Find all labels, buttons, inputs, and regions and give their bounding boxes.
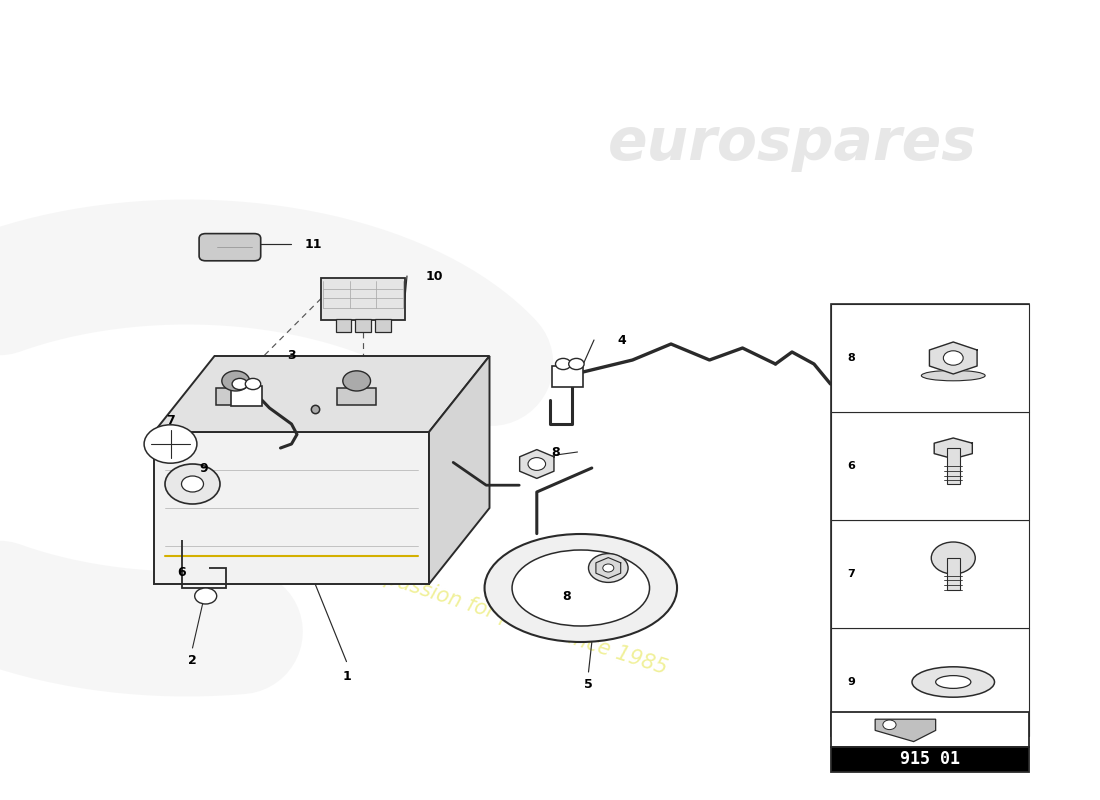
Bar [231, 386, 262, 406]
Circle shape [556, 358, 571, 370]
Ellipse shape [513, 550, 649, 626]
Circle shape [944, 350, 964, 365]
Bar [830, 412, 1028, 520]
Ellipse shape [485, 534, 678, 642]
Circle shape [144, 425, 197, 463]
Text: 7: 7 [166, 414, 175, 426]
Text: 2: 2 [188, 654, 197, 666]
Circle shape [195, 588, 217, 604]
Text: 11: 11 [305, 238, 322, 250]
Circle shape [883, 720, 896, 730]
Bar [321, 278, 405, 320]
Polygon shape [934, 438, 972, 458]
Bar [830, 304, 1028, 412]
Text: 8: 8 [551, 446, 560, 458]
Text: 5: 5 [584, 678, 593, 690]
Ellipse shape [912, 666, 994, 697]
Circle shape [343, 371, 371, 391]
Text: 7: 7 [847, 569, 855, 579]
Bar [947, 448, 960, 483]
Bar [375, 319, 390, 332]
Text: 3: 3 [287, 350, 296, 362]
Bar [830, 304, 1028, 736]
Bar [337, 388, 376, 406]
Text: 915 01: 915 01 [900, 750, 959, 768]
Text: eurospares: eurospares [607, 115, 977, 173]
Ellipse shape [922, 370, 986, 381]
Circle shape [165, 464, 220, 504]
Text: 6: 6 [847, 461, 855, 471]
Circle shape [182, 476, 204, 492]
Polygon shape [519, 450, 554, 478]
Bar [830, 712, 1028, 747]
Text: 1: 1 [342, 670, 351, 682]
Bar [216, 388, 255, 406]
Ellipse shape [936, 675, 971, 688]
Bar [830, 747, 1028, 772]
Text: 9: 9 [199, 462, 208, 474]
Text: 4: 4 [617, 334, 626, 346]
Polygon shape [876, 719, 936, 742]
Circle shape [569, 358, 584, 370]
Circle shape [232, 378, 248, 390]
Circle shape [222, 371, 250, 391]
Text: 10: 10 [426, 270, 443, 282]
Circle shape [245, 378, 261, 390]
Bar [552, 366, 583, 387]
Polygon shape [930, 342, 977, 374]
Text: a passion for parts since 1985: a passion for parts since 1985 [364, 562, 670, 678]
Circle shape [588, 554, 628, 582]
Bar [830, 520, 1028, 628]
Circle shape [528, 458, 546, 470]
Bar [947, 558, 960, 590]
FancyBboxPatch shape [199, 234, 261, 261]
Bar [830, 628, 1028, 736]
Text: 8: 8 [847, 353, 855, 363]
Polygon shape [596, 558, 620, 578]
Circle shape [603, 564, 614, 572]
Polygon shape [429, 356, 490, 584]
Bar [154, 432, 429, 584]
Bar [355, 319, 371, 332]
Text: 6: 6 [177, 566, 186, 578]
Bar [336, 319, 351, 332]
Circle shape [932, 542, 976, 574]
Text: 8: 8 [562, 590, 571, 602]
Text: 9: 9 [847, 677, 855, 687]
Polygon shape [154, 356, 490, 432]
